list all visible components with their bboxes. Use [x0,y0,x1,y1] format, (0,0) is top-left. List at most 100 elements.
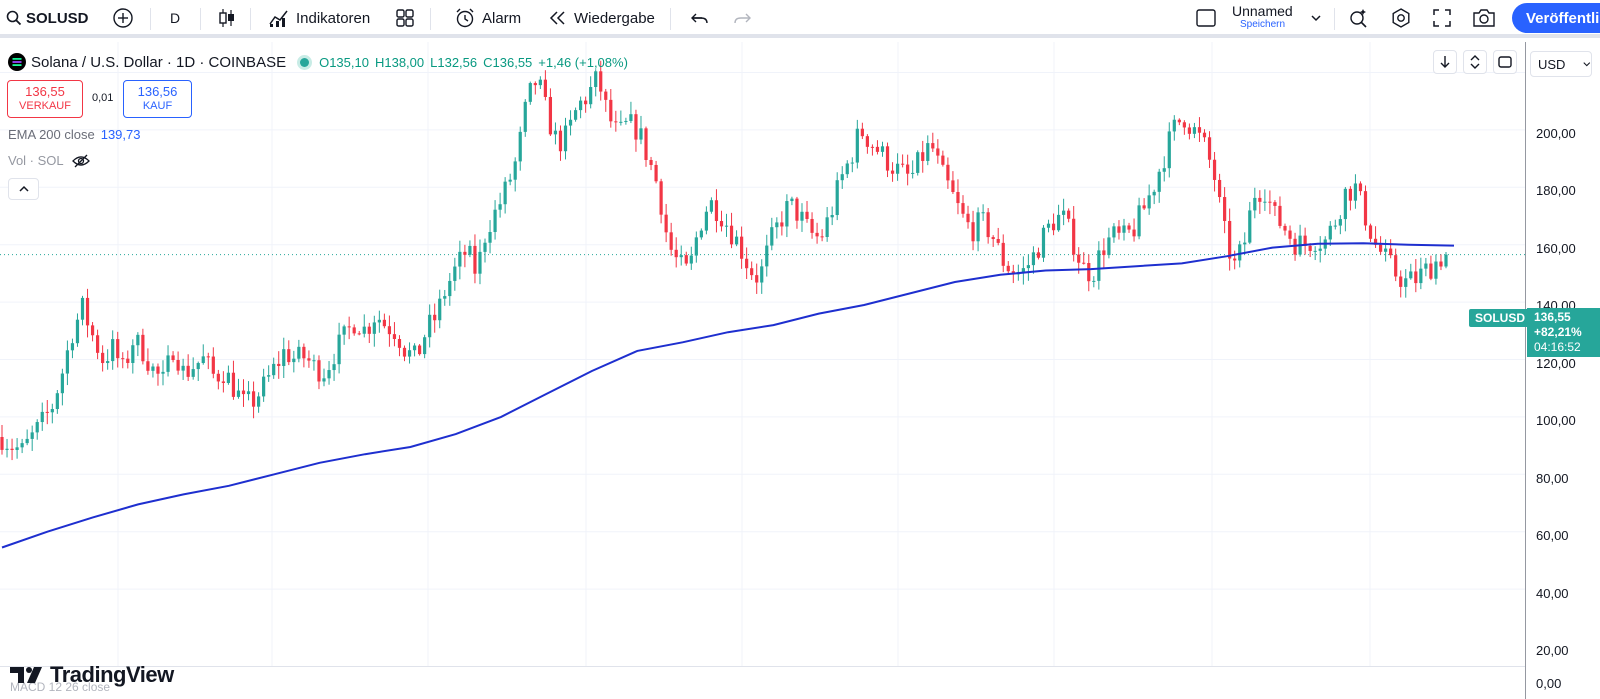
candle-body [724,225,729,227]
candle-body [694,237,698,256]
candle-body [855,128,859,163]
candle-body [75,319,80,344]
candle-body [1087,263,1091,282]
candle-body [1394,255,1398,277]
candle-body [1328,225,1332,240]
candle-body [689,255,693,264]
candle-body [478,251,482,274]
candle-body [840,174,844,181]
toolbar-divider [250,8,251,30]
candle-body [815,232,819,237]
chart-pane[interactable] [0,42,1600,699]
compare-symbol-button[interactable] [112,0,134,36]
ema-legend[interactable]: EMA 200 close 139,73 [8,127,140,142]
pane-settings-button[interactable] [1493,50,1517,74]
candle-body [1228,220,1232,259]
price-chart[interactable] [0,42,1600,699]
candle-body [443,296,447,299]
candle-body [1263,201,1267,203]
candle-body [745,258,749,269]
currency-select[interactable]: USD [1530,51,1592,77]
layout-dropdown[interactable] [1310,0,1322,36]
indicators-button[interactable]: Indikatoren [268,0,370,36]
candle-body [45,411,49,413]
candle-body [1157,171,1161,192]
candle-body [1117,226,1121,233]
candle-body [312,360,316,362]
candle-body [654,164,658,182]
candle-body [90,325,95,336]
candle-body [1092,280,1096,282]
candle-body [604,91,608,100]
fullscreen-button[interactable] [1432,0,1452,36]
symbol-search-button[interactable]: SOLUSD [6,0,89,36]
candle-body [387,326,392,335]
candle-body [684,255,688,264]
candle-body [1399,276,1403,287]
redo-button[interactable] [732,0,752,36]
scroll-down-button[interactable] [1433,50,1457,74]
candle-body [423,337,427,355]
candle-body [201,356,205,364]
chart-type-button[interactable] [217,0,237,36]
candle-body [1429,263,1433,279]
plus-circle-icon [113,8,133,28]
layout-select-checkbox[interactable] [1195,0,1217,36]
candle-body [1313,250,1317,252]
candle-body [780,222,784,227]
candle-body [1318,248,1322,251]
price-axis-label: 120,00 [1536,356,1576,371]
candle-body [433,314,437,321]
symbol-legend[interactable]: Solana / U.S. Dollar · 1D · COINBASE O13… [8,52,634,72]
macd-legend[interactable]: MACD 12 26 close [10,680,111,694]
candle-body [1142,205,1146,209]
candle-body [941,155,945,165]
candle-body [1333,225,1337,227]
maximize-pane-button[interactable] [1463,50,1487,74]
candle-body [976,212,980,242]
tradingview-logo[interactable]: TradingView [10,662,174,688]
candle-body [845,163,849,175]
candle-body [55,393,59,410]
candle-body [166,355,170,372]
volume-legend[interactable]: Vol · SOL [8,153,90,168]
layout-name-menu[interactable]: Unnamed Speichern [1232,0,1293,36]
price-axis-label: 40,00 [1536,586,1569,601]
candle-body [956,191,960,204]
undo-button[interactable] [690,0,710,36]
buy-button[interactable]: 136,56 KAUF [123,80,192,118]
alert-button[interactable]: Alarm [454,0,521,36]
candle-body [664,214,668,233]
symbol-label: SOLUSD [26,9,89,27]
candle-body [1127,225,1131,230]
eye-hidden-icon[interactable] [71,154,90,168]
candle-body [820,236,824,238]
candle-body [1172,119,1176,132]
candle-body [890,170,895,174]
gear-icon [1392,8,1410,28]
sell-label: VERKAUF [19,100,71,112]
publish-button[interactable]: Veröffentli [1512,3,1600,33]
candle-body [1414,271,1418,284]
replay-button[interactable]: Wiedergabe [548,0,655,36]
settings-button[interactable] [1390,0,1412,36]
candle-body [106,361,110,364]
candle-body [1308,245,1312,251]
candle-body [236,390,241,397]
collapse-legend-button[interactable] [8,178,39,200]
interval-button[interactable]: D [170,10,181,26]
layouts-button[interactable] [394,0,416,36]
pane-separator[interactable] [0,666,1525,667]
candle-body [211,356,215,374]
candle-body [709,200,714,212]
candle-body [1072,218,1076,255]
snapshot-button[interactable] [1472,0,1496,36]
sell-button[interactable]: 136,55 VERKAUF [7,80,83,118]
candle-body [1062,210,1066,215]
ema-label: EMA 200 close [8,127,95,142]
candle-body [186,365,190,377]
quick-search-button[interactable] [1348,0,1370,36]
volume-label: Vol · SOL [8,153,64,168]
candle-body [1353,183,1358,201]
candle-body [292,358,296,363]
